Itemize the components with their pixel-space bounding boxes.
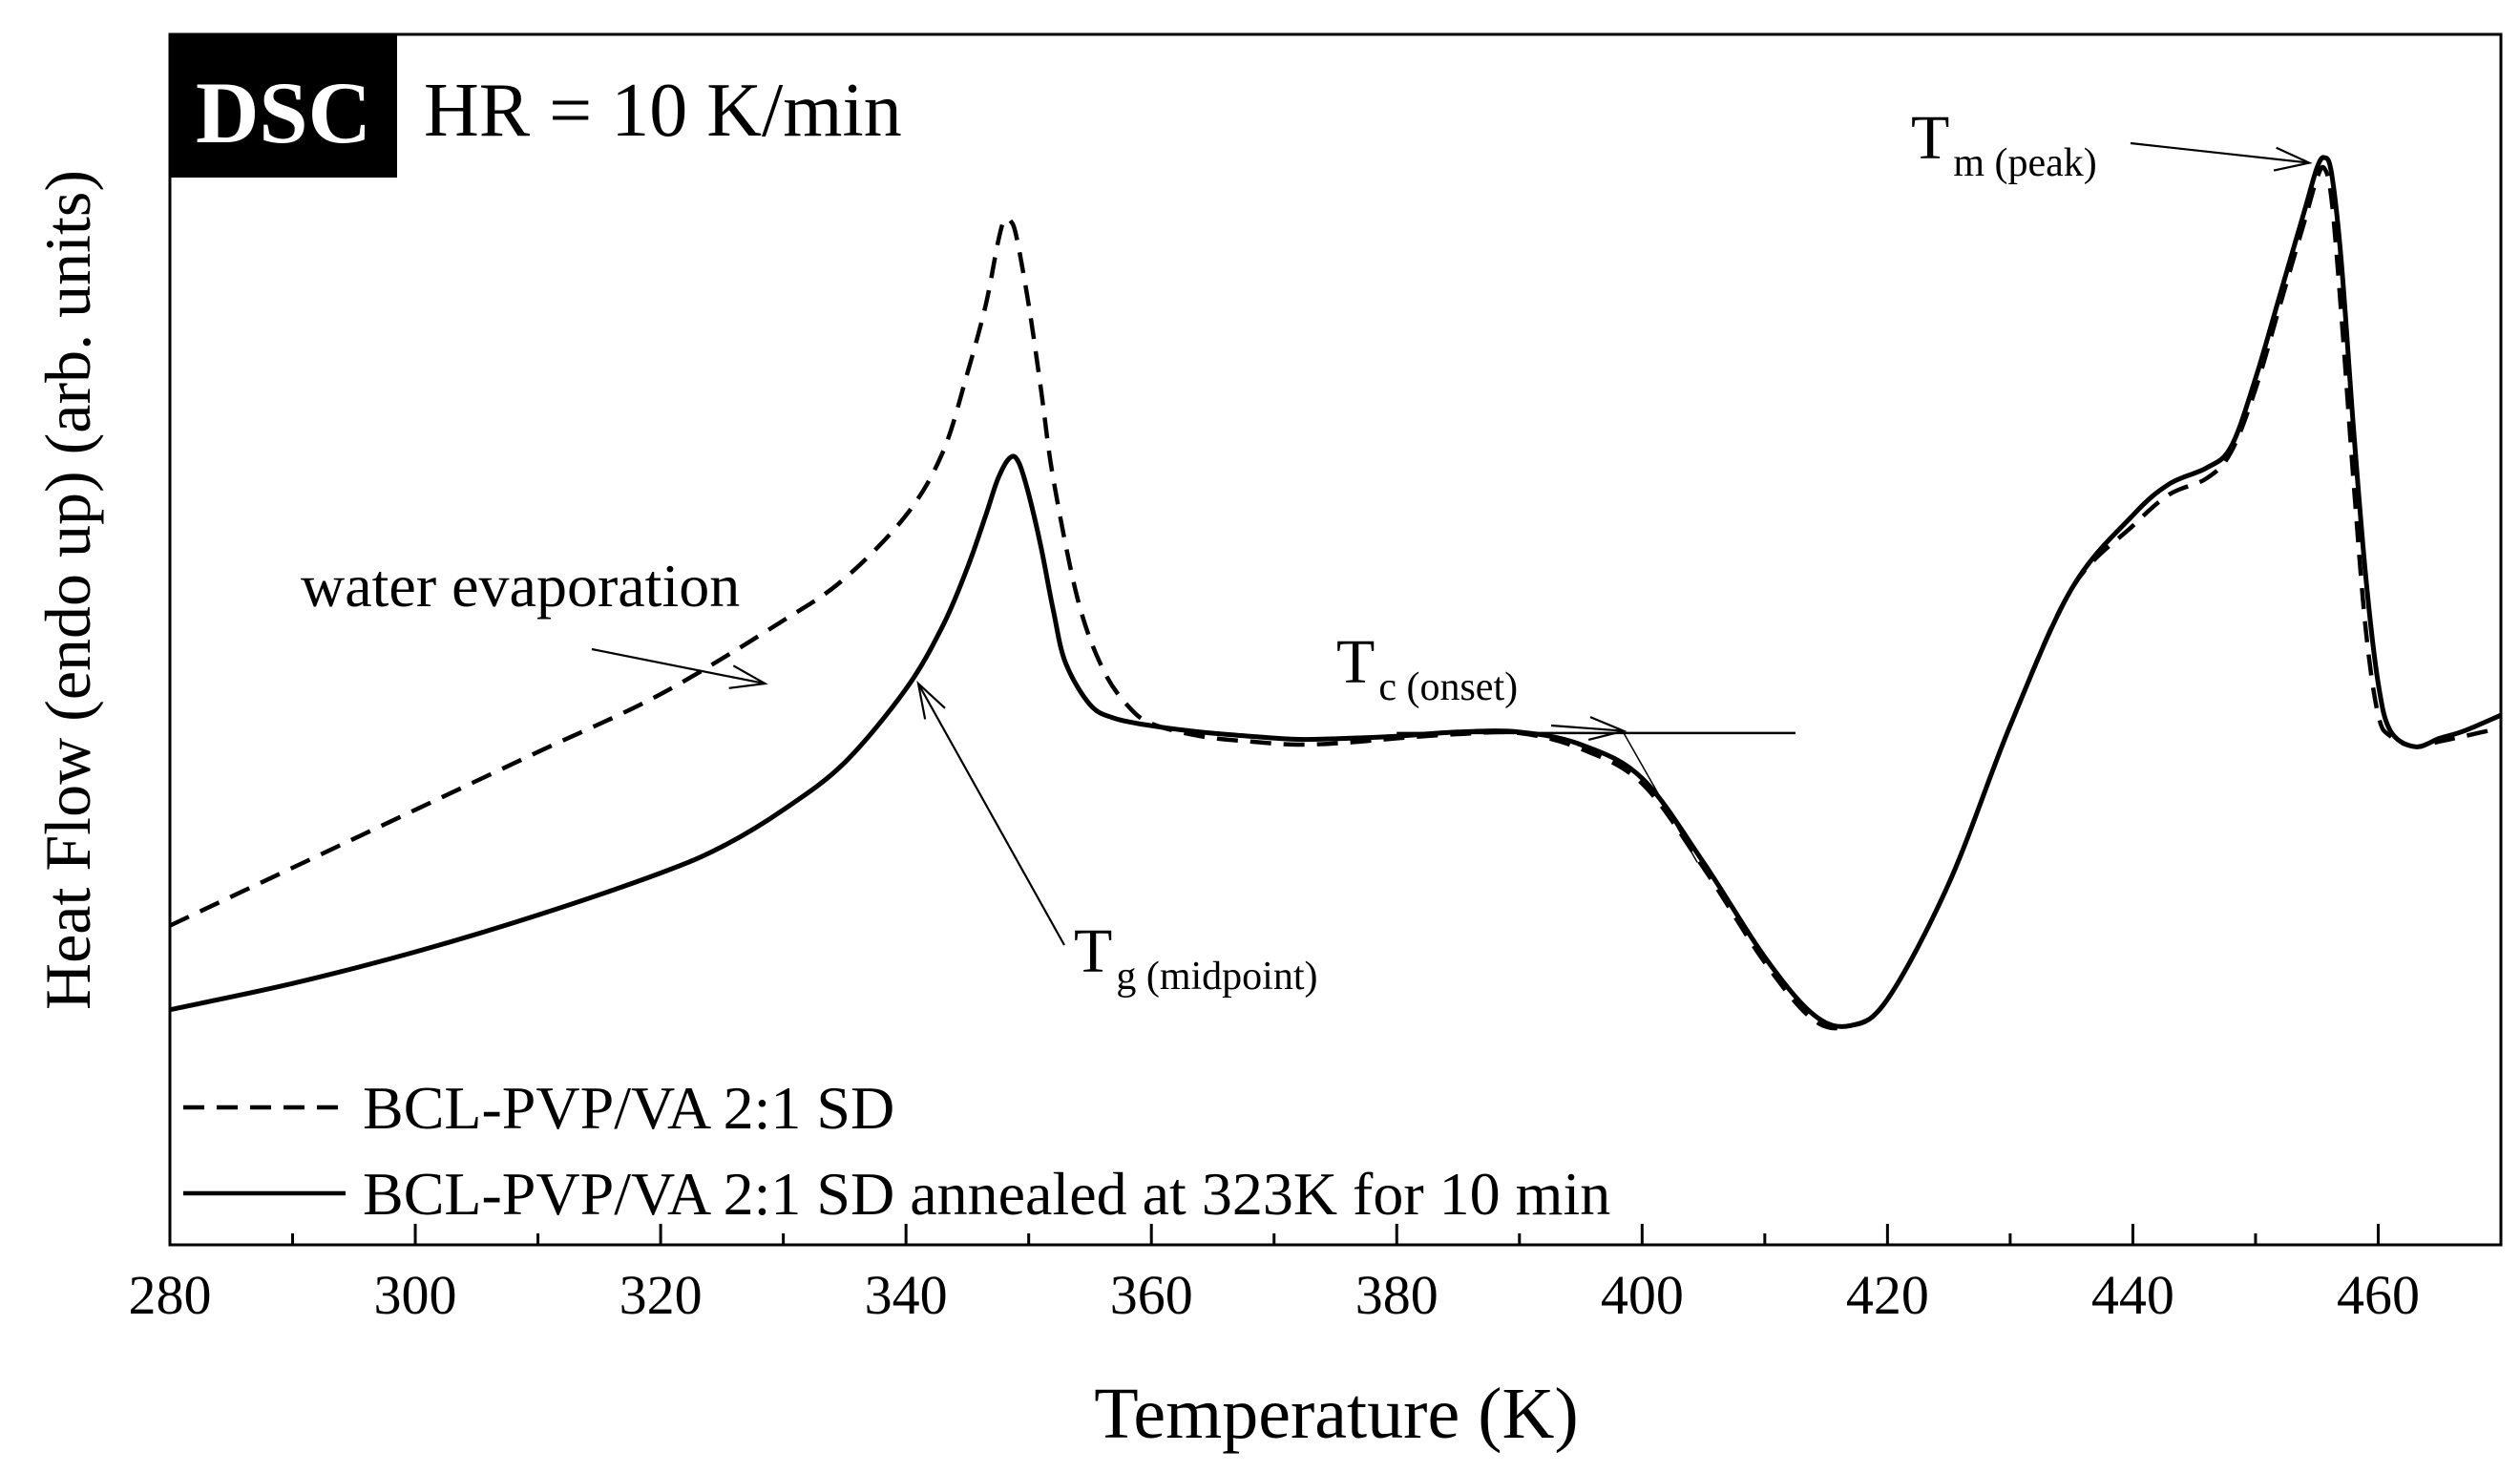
series-layer	[169, 155, 2502, 1031]
onset-tangent	[1623, 732, 1698, 863]
dsc-badge-background	[170, 34, 397, 178]
onset-construction	[1396, 731, 1796, 863]
annotation-tm-arrow-head	[2273, 146, 2313, 172]
annotation-tm-peak: Tm (peak)	[1911, 103, 2097, 185]
annotation-water-evaporation: water evaporation	[301, 552, 740, 620]
x-tick-label: 300	[374, 1264, 457, 1326]
x-tick-label: 420	[1846, 1264, 1929, 1326]
annotation-water-arrow-head	[728, 664, 768, 689]
plot-frame	[168, 32, 2503, 1247]
series-line-solid	[169, 155, 2502, 1029]
annotation-tc-arrow-head	[1587, 716, 1628, 741]
annotations: water evaporation Tg (midpoint) Tc (onset)…	[301, 103, 2313, 999]
legend: BCL-PVP/VA 2:1 SD BCL-PVP/VA 2:1 SD annea…	[183, 1074, 1610, 1228]
x-tick-label: 460	[2337, 1264, 2420, 1326]
annotation-tg-midpoint: Tg (midpoint)	[1074, 916, 1317, 999]
x-tick-label: 320	[620, 1264, 703, 1326]
annotation-tg-arrow	[917, 683, 1065, 946]
x-tick-label: 340	[865, 1264, 948, 1326]
annotation-tm-arrow	[2130, 141, 2310, 164]
heating-rate-label: HR = 10 K/min	[424, 69, 902, 153]
legend-label-solid: BCL-PVP/VA 2:1 SD annealed at 323K for 1…	[363, 1160, 1610, 1228]
x-axis-ticks	[168, 1224, 2380, 1245]
plot-area-border	[168, 32, 2503, 1247]
y-axis-label: Heat Flow (endo up) (arb. units)	[32, 170, 104, 1010]
x-axis-tick-labels: 280 300 320 340 360 380 400 420 440 460	[129, 1264, 2420, 1326]
x-tick-label: 440	[2091, 1264, 2174, 1326]
annotation-water-arrow	[591, 647, 766, 685]
x-tick-label: 400	[1601, 1264, 1684, 1326]
x-tick-label: 380	[1355, 1264, 1438, 1326]
annotation-tc-onset: Tc (onset)	[1336, 627, 1518, 709]
annotation-tc-arrow	[1550, 724, 1625, 732]
legend-label-dashed: BCL-PVP/VA 2:1 SD	[363, 1074, 894, 1142]
x-tick-label: 280	[129, 1264, 212, 1326]
annotation-tg-arrow-head	[916, 681, 946, 720]
dsc-badge-label: DSC	[196, 64, 371, 161]
x-axis-label: Temperature (K)	[1094, 1374, 1578, 1454]
dsc-badge: DSC	[170, 34, 397, 178]
x-tick-label: 360	[1110, 1264, 1193, 1326]
series-line-dashed	[169, 164, 2502, 1031]
